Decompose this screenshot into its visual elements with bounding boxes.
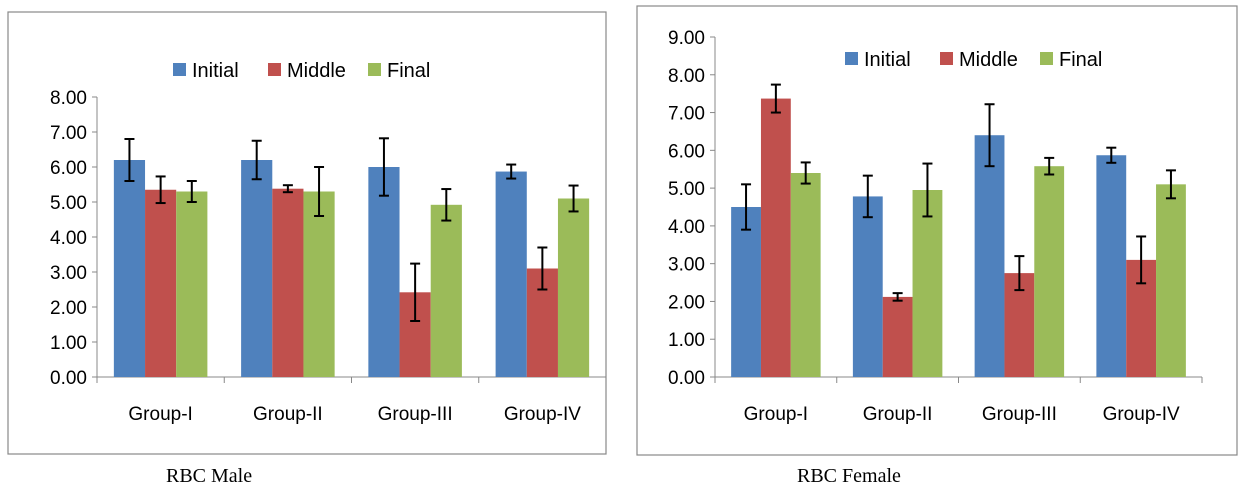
error-bar [441, 188, 452, 222]
x-tick-label: Group-III [982, 404, 1057, 425]
y-tick-label: 0.00 [50, 368, 87, 389]
y-tick-label: 5.00 [50, 193, 87, 214]
rbc-male-chart: 0.00 1.00 2.00 3.00 4.00 5.00 6.00 7.00 8.00 Grou… [0, 0, 612, 460]
y-tick-label: 2.00 [668, 292, 705, 313]
error-bar [506, 163, 517, 180]
error-bar [410, 262, 421, 322]
error-bar [862, 174, 873, 219]
error-bar [741, 183, 752, 231]
y-tick-label: 4.00 [668, 217, 705, 238]
error-bar [1136, 235, 1147, 285]
legend-entry-middle: Middle [268, 60, 346, 82]
error-bar [186, 180, 197, 203]
rbc-female-caption: RBC Female [797, 465, 901, 487]
x-tick-label: Group-IV [504, 404, 581, 425]
legend-label: Middle [959, 49, 1018, 71]
y-tick-label: 4.00 [50, 228, 87, 249]
error-bar [282, 184, 293, 194]
bar-initial [368, 167, 400, 377]
legend-label: Initial [864, 49, 911, 71]
x-tick-label: Group-I [128, 404, 192, 425]
bar-middle [272, 188, 304, 377]
legend-label: Final [387, 60, 430, 82]
error-bar [568, 184, 579, 213]
y-tick-label: 6.00 [50, 158, 87, 179]
rbc-male-caption: RBC Male [166, 465, 253, 487]
legend-entry-middle: Middle [940, 49, 1018, 71]
bar-final [1156, 184, 1186, 377]
legend-swatch [368, 63, 381, 76]
x-tick-label: Group-III [378, 404, 453, 425]
legend-swatch [1040, 52, 1053, 65]
bar-final [1034, 166, 1065, 377]
error-bar [155, 175, 166, 205]
y-tick-label: 6.00 [668, 141, 705, 162]
y-tick-label: 3.00 [50, 263, 87, 284]
y-tick-label: 8.00 [50, 88, 87, 109]
error-bar [984, 103, 995, 168]
bar-final [176, 191, 208, 377]
error-bar [251, 139, 262, 181]
y-tick-label: 8.00 [668, 66, 705, 87]
rbc-female-chart: 0.00 1.00 2.00 3.00 4.00 5.00 6.00 7.00 8.00 9.00… [632, 0, 1244, 460]
bar-initial [241, 160, 273, 377]
y-tick-label: 0.00 [668, 368, 705, 389]
y-tick-label: 7.00 [668, 104, 705, 125]
bar-final [790, 173, 821, 377]
y-tick-label: 3.00 [668, 255, 705, 276]
error-bar [1106, 146, 1117, 164]
legend-label: Middle [287, 60, 346, 82]
bar-final [430, 204, 462, 377]
error-bar [378, 137, 389, 197]
error-bar [537, 246, 548, 291]
legend-label: Initial [192, 60, 239, 82]
legend-label: Final [1059, 49, 1102, 71]
x-tick-label: Group-IV [1103, 404, 1180, 425]
bar-middle [145, 189, 177, 377]
error-bar [124, 138, 135, 182]
error-bar [770, 83, 781, 114]
error-bar [1165, 169, 1176, 200]
y-tick-label: 1.00 [668, 330, 705, 351]
legend-swatch [268, 63, 281, 76]
y-tick-label: 5.00 [668, 179, 705, 200]
legend-swatch [940, 52, 953, 65]
bar-final [557, 198, 590, 377]
legend-swatch [173, 63, 186, 76]
legend-entry-initial: Initial [845, 49, 911, 71]
bar-final [912, 190, 943, 377]
legend-entry-initial: Initial [173, 60, 239, 82]
legend-swatch [845, 52, 858, 65]
x-tick-label: Group-I [744, 404, 808, 425]
error-bar [1044, 156, 1055, 176]
error-bar [892, 292, 903, 302]
legend-entry-final: Final [1040, 49, 1102, 71]
bar-initial [113, 160, 146, 377]
legend-entry-final: Final [368, 60, 430, 82]
y-tick-label: 2.00 [50, 298, 87, 319]
y-tick-label: 1.00 [50, 333, 87, 354]
x-tick-label: Group-II [253, 404, 323, 425]
bar-initial [974, 135, 1005, 377]
rbc-female-chart-svg: 0.00 1.00 2.00 3.00 4.00 5.00 6.00 7.00 8.00 9.00… [636, 5, 1238, 456]
x-tick-label: Group-II [863, 404, 933, 425]
error-bar [314, 166, 325, 217]
y-tick-label: 9.00 [668, 28, 705, 49]
bar-middle [760, 98, 791, 378]
bar-initial [731, 207, 761, 377]
bar-initial [1096, 155, 1127, 377]
error-bar [1014, 255, 1025, 292]
bar-initial [495, 171, 527, 377]
error-bar [922, 162, 933, 218]
bar-initial [852, 196, 883, 377]
bar-middle [882, 296, 913, 377]
bar-final [303, 191, 335, 377]
y-tick-label: 7.00 [50, 123, 87, 144]
rbc-male-chart-svg: 0.00 1.00 2.00 3.00 4.00 5.00 6.00 7.00 8.00 Grou… [7, 11, 607, 455]
error-bar [800, 161, 811, 185]
